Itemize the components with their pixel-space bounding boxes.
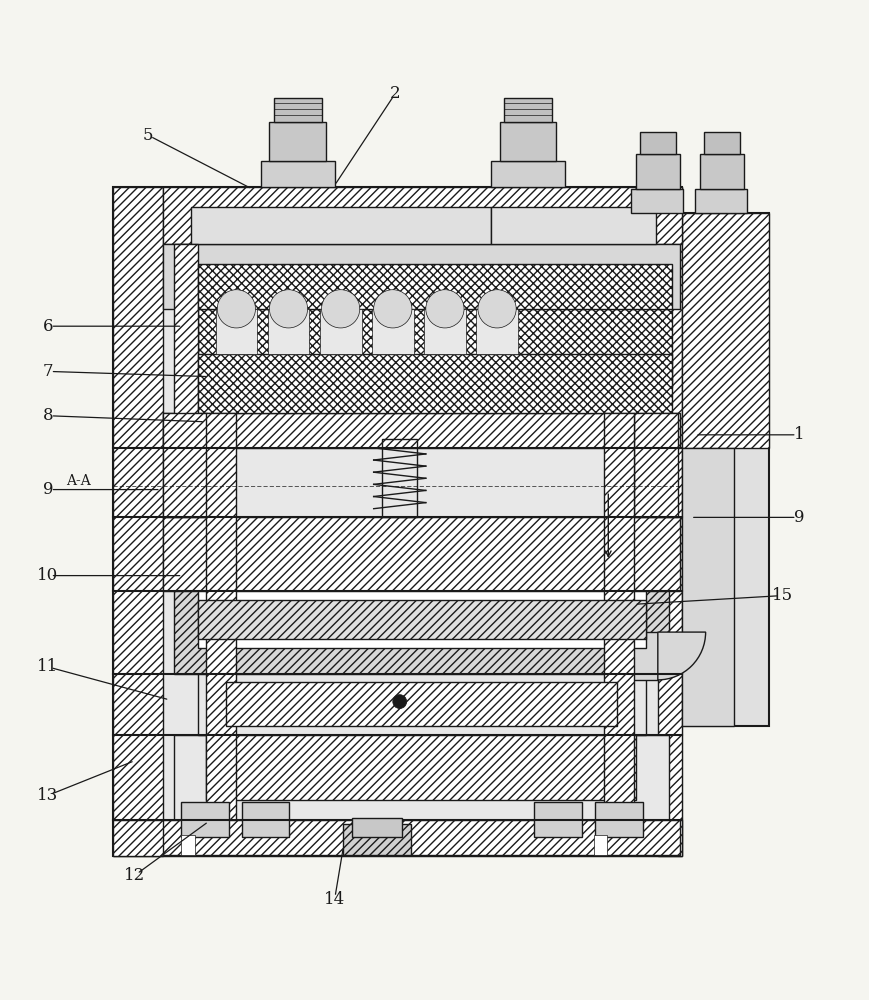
- Text: 11: 11: [37, 658, 58, 675]
- Bar: [604, 413, 634, 820]
- Text: 8: 8: [43, 407, 53, 424]
- Bar: [476, 309, 518, 354]
- Bar: [181, 802, 229, 837]
- Bar: [343, 824, 411, 855]
- Bar: [640, 132, 676, 154]
- Bar: [198, 354, 672, 413]
- Bar: [113, 820, 682, 856]
- Bar: [163, 187, 682, 244]
- Bar: [113, 187, 163, 856]
- Bar: [242, 802, 289, 837]
- Bar: [206, 413, 236, 820]
- Bar: [611, 632, 658, 680]
- Bar: [682, 448, 734, 726]
- Bar: [274, 98, 322, 122]
- Bar: [491, 161, 565, 187]
- Bar: [163, 820, 680, 855]
- Bar: [113, 187, 682, 856]
- Text: 15: 15: [772, 587, 793, 604]
- Bar: [695, 189, 747, 213]
- Bar: [682, 213, 769, 448]
- Text: 13: 13: [37, 787, 58, 804]
- Bar: [163, 413, 207, 517]
- Wedge shape: [658, 632, 706, 680]
- Circle shape: [393, 695, 407, 709]
- Bar: [261, 161, 335, 187]
- Bar: [174, 735, 669, 820]
- Bar: [268, 309, 309, 354]
- Bar: [198, 264, 672, 309]
- Bar: [198, 674, 646, 735]
- Text: 6: 6: [43, 318, 53, 335]
- Circle shape: [478, 290, 516, 328]
- Bar: [191, 207, 491, 244]
- Text: 7: 7: [43, 363, 53, 380]
- Bar: [534, 802, 582, 837]
- Bar: [181, 835, 195, 855]
- Text: 2: 2: [390, 85, 401, 102]
- Bar: [491, 207, 656, 244]
- Bar: [704, 132, 740, 154]
- Bar: [163, 244, 680, 309]
- Bar: [504, 98, 552, 122]
- Bar: [163, 413, 680, 448]
- Bar: [594, 835, 607, 855]
- Bar: [198, 591, 646, 648]
- Bar: [658, 187, 682, 856]
- Circle shape: [426, 290, 464, 328]
- Text: 12: 12: [124, 867, 145, 884]
- Bar: [500, 122, 556, 161]
- Bar: [198, 309, 672, 387]
- Bar: [682, 213, 769, 726]
- Circle shape: [374, 290, 412, 328]
- Circle shape: [269, 290, 308, 328]
- Bar: [174, 591, 669, 674]
- Bar: [198, 600, 646, 639]
- Bar: [424, 309, 466, 354]
- Bar: [631, 189, 683, 213]
- Bar: [634, 413, 678, 517]
- Text: A-A: A-A: [66, 474, 90, 488]
- Bar: [372, 309, 414, 354]
- Bar: [320, 309, 362, 354]
- Bar: [636, 154, 680, 189]
- Bar: [174, 244, 198, 448]
- Text: 9: 9: [43, 481, 53, 498]
- Text: 9: 9: [794, 509, 805, 526]
- Bar: [382, 439, 417, 517]
- Bar: [163, 517, 680, 591]
- Bar: [595, 802, 643, 837]
- Bar: [269, 122, 326, 161]
- Text: 1: 1: [794, 426, 805, 443]
- Circle shape: [322, 290, 360, 328]
- Bar: [216, 309, 257, 354]
- Text: 5: 5: [143, 127, 153, 144]
- Text: 10: 10: [37, 567, 58, 584]
- Bar: [352, 818, 402, 837]
- Bar: [700, 154, 744, 189]
- Circle shape: [217, 290, 255, 328]
- Bar: [206, 735, 636, 800]
- Bar: [226, 682, 617, 726]
- Text: 14: 14: [324, 891, 345, 908]
